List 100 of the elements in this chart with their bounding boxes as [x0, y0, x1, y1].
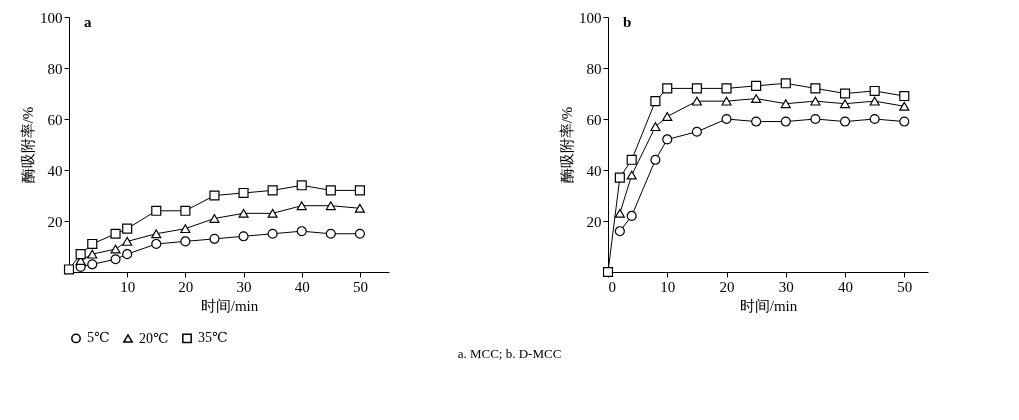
point: [296, 226, 307, 237]
point: [780, 116, 791, 127]
x-tick-label: 10: [660, 278, 676, 295]
point: [180, 224, 191, 234]
point: [354, 228, 365, 239]
point: [238, 208, 249, 218]
point: [267, 228, 278, 239]
point: [151, 205, 162, 216]
point: [869, 113, 880, 125]
x-tick-label: 20: [719, 278, 735, 295]
point: [325, 185, 336, 196]
x-tick-label: 20: [178, 278, 194, 295]
point: [899, 101, 910, 111]
point: [751, 80, 762, 91]
y-axis-title: 酶吸附率/%: [20, 106, 36, 184]
point: [238, 231, 249, 242]
point: [180, 205, 191, 216]
point: [899, 90, 910, 102]
point: [75, 249, 86, 260]
point: [780, 99, 791, 109]
point: [810, 113, 821, 125]
point: [721, 96, 732, 106]
x-tick-label: 0: [608, 278, 616, 295]
point: [691, 126, 702, 137]
point: [122, 223, 133, 234]
point: [87, 238, 98, 250]
x-axis-title: 时间/min: [200, 297, 259, 314]
point: [626, 170, 637, 180]
y-tick-label: 40: [586, 162, 602, 179]
point: [839, 88, 851, 99]
point: [110, 228, 121, 239]
point: [209, 213, 220, 223]
point: [650, 96, 661, 107]
x-tick-label: 30: [778, 278, 794, 295]
point: [751, 94, 762, 104]
point: [209, 190, 220, 201]
point: [780, 78, 791, 89]
x-tick-label: 10: [120, 278, 136, 295]
x-tick-label: 40: [294, 278, 310, 295]
x-tick-label: 50: [897, 278, 913, 295]
point: [691, 96, 702, 106]
y-tick-label: 80: [47, 60, 63, 77]
point: [354, 185, 365, 196]
chart-title: a: [84, 14, 92, 30]
y-tick-label: 60: [586, 111, 602, 128]
point: [267, 185, 278, 196]
y-tick-label: 40: [47, 162, 63, 179]
x-axis-title: 时间/min: [739, 297, 798, 314]
point: [839, 116, 851, 127]
point: [691, 83, 702, 94]
point: [325, 201, 336, 211]
point: [614, 226, 625, 237]
chart-title: b: [623, 14, 632, 30]
point: [662, 83, 673, 94]
point: [626, 154, 637, 165]
y-tick-label: 60: [47, 111, 63, 128]
point: [87, 249, 98, 259]
point: [238, 187, 249, 199]
legend-label: 35℃: [198, 330, 228, 346]
point: [151, 238, 162, 250]
point: [602, 266, 614, 278]
point: [63, 264, 75, 275]
point: [650, 154, 661, 165]
point: [899, 116, 910, 127]
text: a. MCC; b. D-MCC: [456, 346, 563, 362]
point: [122, 249, 133, 260]
point: [614, 208, 625, 218]
point: [662, 111, 673, 121]
point: [721, 113, 732, 125]
point: [869, 85, 880, 97]
y-tick-label: 100: [579, 9, 602, 26]
x-tick-label: 30: [236, 278, 252, 295]
point: [869, 96, 880, 106]
point: [839, 99, 851, 109]
point: [810, 96, 821, 106]
point: [180, 236, 191, 247]
point: [209, 233, 220, 244]
point: [151, 229, 162, 239]
point: [110, 244, 121, 254]
y-tick-label: 20: [47, 213, 63, 230]
point: [122, 236, 133, 246]
x-tick-label: 40: [838, 278, 854, 295]
point: [810, 83, 821, 94]
point: [721, 83, 732, 94]
point: [87, 259, 98, 270]
y-tick-label: 20: [586, 213, 602, 230]
point: [626, 210, 637, 221]
point: [751, 116, 762, 127]
point: [296, 201, 307, 211]
point: [662, 134, 673, 145]
point: [296, 180, 307, 191]
point: [650, 122, 661, 132]
x-tick-label: 50: [352, 278, 368, 295]
point: [110, 254, 121, 265]
point: [354, 203, 365, 213]
y-axis-title: 酶吸附率/%: [559, 106, 575, 184]
point: [267, 208, 278, 218]
point: [325, 228, 336, 239]
legend-label: 5℃: [87, 330, 110, 346]
y-tick-label: 100: [40, 9, 63, 26]
